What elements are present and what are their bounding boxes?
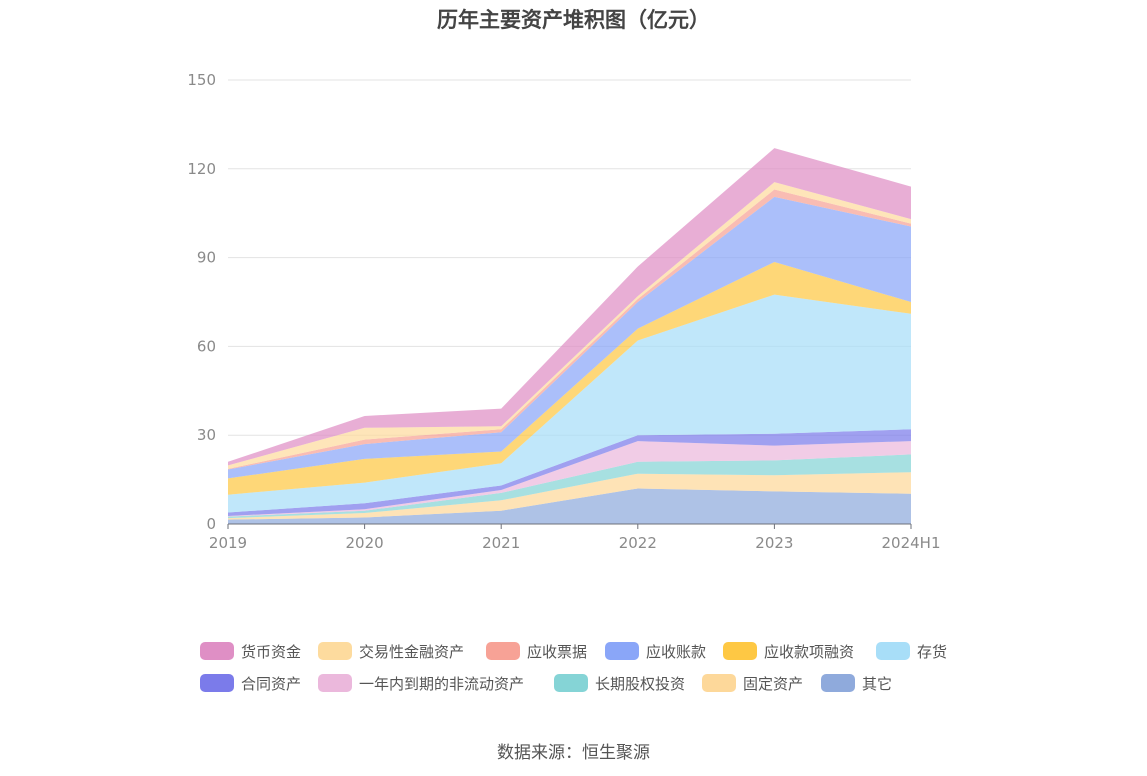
- stacked-areas[interactable]: [228, 148, 911, 524]
- legend-item[interactable]: 其它: [821, 670, 892, 696]
- y-tick-label: 150: [187, 71, 216, 89]
- legend-swatch: [486, 642, 520, 660]
- legend-item[interactable]: 存货: [876, 638, 947, 664]
- area-series-3[interactable]: [228, 441, 911, 517]
- data-source-note: 数据来源：恒生聚源: [497, 743, 650, 763]
- legend-swatch: [723, 642, 757, 660]
- legend-label: 应收账款: [646, 642, 707, 661]
- legend-label: 固定资产: [743, 674, 804, 693]
- legend-swatch: [200, 674, 234, 692]
- legend-swatch: [821, 674, 855, 692]
- legend-item[interactable]: 交易性金融资产: [318, 638, 464, 664]
- legend-item[interactable]: 应收票据: [486, 638, 587, 664]
- x-tick-label: 2021: [482, 534, 520, 552]
- axes: 0 30 60 90 120 150 2019 2020 2021 2022 2023 2024H1: [187, 71, 940, 552]
- y-tick-label: 0: [206, 515, 216, 533]
- legend-swatch: [605, 642, 639, 660]
- area-series-1[interactable]: [228, 472, 911, 520]
- y-tick-label: 60: [197, 337, 216, 355]
- legend-item[interactable]: 长期股权投资: [554, 670, 685, 696]
- legend-swatch: [702, 674, 736, 692]
- legend-item[interactable]: 一年内到期的非流动资产: [318, 670, 524, 696]
- legend-label: 其它: [862, 674, 893, 693]
- legend-item[interactable]: 货币资金: [200, 638, 301, 664]
- area-series-5[interactable]: [228, 294, 911, 513]
- area-series-6[interactable]: [228, 262, 911, 495]
- legend-label: 存货: [917, 642, 948, 661]
- legend-item[interactable]: 应收款项融资: [723, 638, 854, 664]
- area-series-2[interactable]: [228, 454, 911, 519]
- legend-label: 长期股权投资: [595, 674, 686, 693]
- x-tick-label: 2023: [755, 534, 793, 552]
- legend-item[interactable]: 固定资产: [702, 670, 803, 696]
- y-tick-label: 90: [197, 249, 216, 267]
- legend-item[interactable]: 应收账款: [605, 638, 706, 664]
- legend-label: 一年内到期的非流动资产: [359, 674, 525, 693]
- legend-swatch: [200, 642, 234, 660]
- x-tick-label: 2020: [346, 534, 384, 552]
- y-tick-label: 30: [197, 426, 216, 444]
- area-series-0[interactable]: [228, 488, 911, 525]
- legend-item[interactable]: 合同资产: [200, 670, 301, 696]
- x-tick-label: 2022: [619, 534, 657, 552]
- legend-label: 货币资金: [241, 642, 302, 661]
- legend-label: 应收票据: [527, 642, 588, 661]
- chart-plot: 0 30 60 90 120 150 2019 2020 2021 2022 2023 2024H1: [187, 71, 940, 552]
- area-series-4[interactable]: [228, 429, 911, 516]
- legend-swatch: [876, 642, 910, 660]
- legend-swatch: [318, 674, 352, 692]
- legend-label: 交易性金融资产: [359, 642, 465, 661]
- legend-label: 合同资产: [241, 674, 302, 693]
- x-tick-label: 2024H1: [882, 534, 941, 552]
- chart-title: 历年主要资产堆积图（亿元）: [437, 8, 710, 32]
- area-series-7[interactable]: [228, 196, 911, 479]
- y-tick-label: 120: [187, 160, 216, 178]
- area-series-10[interactable]: [228, 148, 911, 466]
- x-tick-label: 2019: [209, 534, 247, 552]
- legend-swatch: [554, 674, 588, 692]
- legend-swatch: [318, 642, 352, 660]
- legend-label: 应收款项融资: [764, 642, 855, 661]
